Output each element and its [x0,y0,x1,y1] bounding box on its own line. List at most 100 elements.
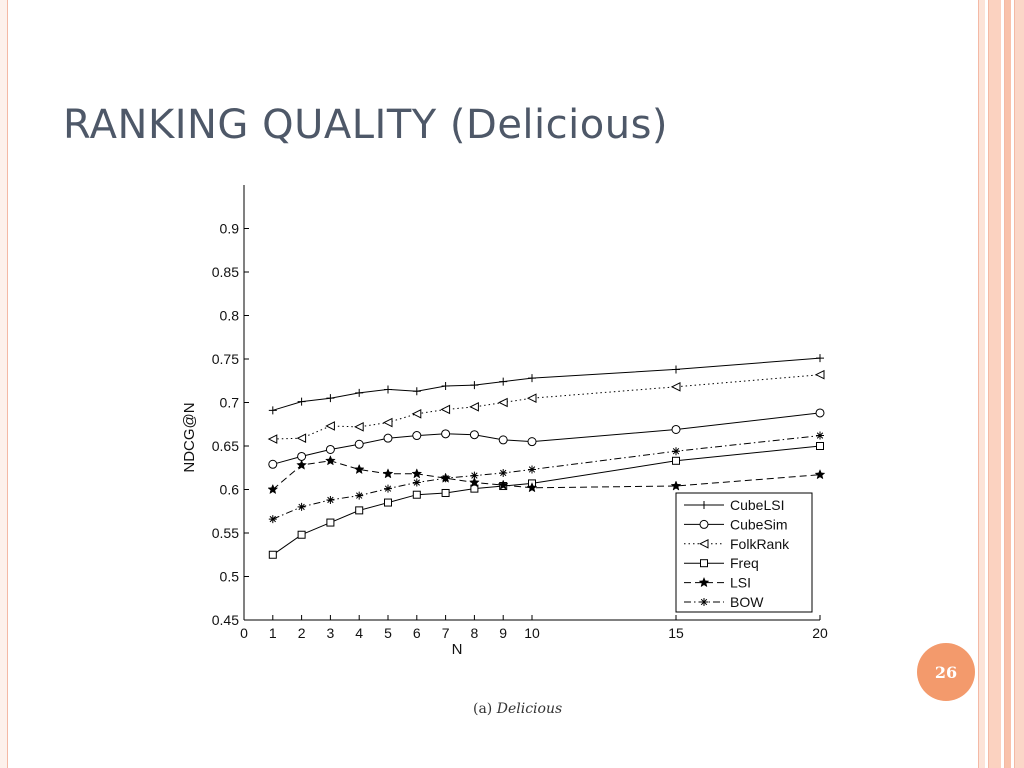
point-cubelsi [816,354,824,363]
point-folkrank [670,382,681,392]
point-folkrank [469,402,479,412]
point-lsi [814,469,826,480]
point-freq [355,506,364,515]
point-cubesim [268,459,278,469]
point-folkrank [814,369,825,380]
page-number-badge: 26 [917,643,975,701]
point-cubelsi [441,381,450,390]
y-tick-label: 0.85 [212,264,239,280]
point-lsi [411,468,423,479]
point-lsi [353,463,365,475]
y-tick-label: 0.6 [220,482,240,498]
point-bow [816,431,824,440]
point-cubelsi [499,377,508,386]
y-tick-label: 0.75 [212,351,239,367]
y-tick-label: 0.5 [220,569,240,585]
x-tick-label: 15 [668,625,684,641]
border-stripe [978,0,985,768]
x-tick-label: 2 [298,625,306,641]
point-cubesim [354,439,364,449]
legend-label-folkrank: FolkRank [730,536,790,552]
point-bow [412,478,421,487]
point-cubesim [412,431,422,441]
point-cubesim [469,430,479,440]
point-freq [326,518,335,527]
series-line-cubelsi [272,357,821,411]
x-tick-label: 3 [327,625,335,641]
point-bow [672,447,680,456]
caption-dataset: Delicious [496,701,563,717]
point-cubelsi [470,381,479,390]
series-line-lsi [272,460,821,490]
point-freq [816,442,824,450]
legend-marker-cubesim [699,519,709,529]
point-bow [268,515,277,524]
point-lsi [325,455,336,466]
point-freq [268,550,277,559]
border-stripe [1014,0,1024,768]
ndcg-line-chart: 0.45 0.5 0.55 0.6 0.65 0.7 0.75 0.8 0.85 0.9 0 1 2 3 4… [181,185,828,658]
point-cubelsi [528,374,536,383]
caption-prefix: (a) [473,701,493,717]
x-tick-label: 0 [240,625,248,641]
point-bow [355,491,364,500]
legend-marker-cubelsi [700,501,708,509]
series-line-freq [272,445,821,556]
legend-marker-folkrank [698,538,709,549]
point-cubesim [671,424,681,434]
point-bow [441,474,450,483]
x-axis-label: N [452,641,463,658]
point-folkrank [382,417,393,428]
point-freq [384,498,392,507]
point-freq [441,488,450,497]
series-line-cubesim [272,412,821,465]
point-bow [470,471,479,480]
point-cubelsi [384,385,392,394]
y-tick-label: 0.7 [220,395,240,411]
y-tick-label: 0.45 [212,612,239,628]
point-cubelsi [412,387,421,396]
point-cubelsi [297,397,306,406]
point-lsi [497,479,509,490]
point-folkrank [498,397,508,408]
point-folkrank [440,404,451,415]
x-tick-label: 4 [355,625,363,641]
point-folkrank [325,421,335,431]
legend-marker-bow [700,598,708,606]
point-lsi [296,459,307,470]
point-lsi [382,468,394,479]
point-cubelsi [672,365,680,374]
x-tick-label: 7 [442,625,450,641]
legend-marker-freq [700,559,708,568]
point-freq [672,456,680,465]
border-stripe [988,0,1001,768]
point-bow [326,495,335,504]
point-freq [470,484,479,493]
legend-marker-lsi [698,576,710,588]
x-tick-label: 6 [413,625,421,641]
y-tick-label: 0.8 [220,308,240,324]
x-tick-label: 20 [812,625,828,641]
y-tick-label: 0.9 [220,221,240,237]
x-tick-label: 5 [384,625,392,641]
point-lsi [267,483,279,495]
x-tick-label: 10 [524,625,540,641]
point-cubesim [297,451,307,461]
legend-box [675,492,813,613]
legend-label-freq: Freq [730,555,759,571]
point-bow [384,484,392,493]
series-line-bow [272,435,821,520]
border-stripe [1004,0,1011,768]
point-cubelsi [268,406,277,415]
point-cubelsi [326,394,335,403]
point-freq [412,490,421,499]
point-cubesim [383,433,393,443]
point-freq [297,530,306,539]
point-cubelsi [355,388,364,397]
point-folkrank [296,433,307,443]
y-tick-label: 0.65 [212,438,239,454]
point-folkrank [267,434,278,444]
point-folkrank [354,422,364,432]
point-cubesim [325,444,335,454]
slide-title: RANKING QUALITY (Delicious) [63,102,669,148]
